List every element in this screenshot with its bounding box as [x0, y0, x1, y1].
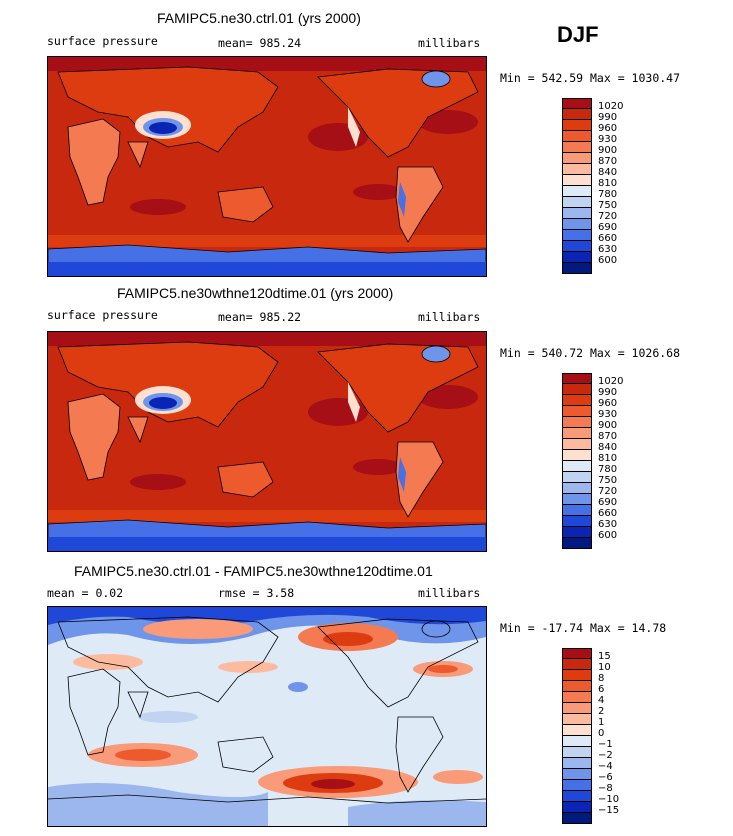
panel3-map-svg: [48, 607, 486, 826]
colorbar-tick: −15: [598, 805, 620, 816]
colorbar-tick: 810: [598, 178, 618, 189]
colorbar-tick: 750: [598, 475, 618, 486]
colorbar-tick: 690: [598, 222, 618, 233]
colorbar-tick: 10: [598, 662, 611, 673]
panel3-rmse-label: rmse = 3.58: [218, 586, 295, 600]
colorbar-tick: 660: [598, 233, 618, 244]
panel2-title: FAMIPC5.ne30wthne120dtime.01 (yrs 2000): [117, 285, 394, 301]
colorbar-tick: 840: [598, 442, 618, 453]
panel2-map: [47, 331, 487, 552]
colorbar-tick: 1: [598, 717, 605, 728]
colorbar-tick: 990: [598, 112, 618, 123]
panel1-map: [47, 56, 487, 277]
panel3-minmax-label: Min = -17.74 Max = 14.78: [500, 621, 667, 635]
season-label: DJF: [557, 22, 599, 47]
colorbar-tick: 15: [598, 651, 611, 662]
colorbar-tick: 990: [598, 387, 618, 398]
colorbar-tick: 4: [598, 695, 605, 706]
colorbar-tick: 900: [598, 420, 618, 431]
colorbar-tick: 0: [598, 728, 605, 739]
colorbar-tick: 630: [598, 519, 618, 530]
colorbar-tick: 720: [598, 211, 618, 222]
panel3-title: FAMIPC5.ne30.ctrl.01 - FAMIPC5.ne30wthne…: [74, 563, 433, 579]
colorbar-tick: 8: [598, 673, 605, 684]
colorbar-tick: 750: [598, 200, 618, 211]
colorbar-tick: 1020: [598, 376, 624, 387]
panel2-colorbar: [562, 373, 592, 549]
colorbar-tick: 930: [598, 409, 618, 420]
panel1-variable-label: surface pressure: [47, 34, 158, 48]
panel1-colorbar: [562, 98, 592, 274]
colorbar-tick: 870: [598, 431, 618, 442]
panel2-mean-label: mean= 985.22: [218, 310, 302, 324]
panel3-mean-label: mean = 0.02: [47, 586, 124, 600]
colorbar-tick: 720: [598, 486, 618, 497]
panel2-minmax-label: Min = 540.72 Max = 1026.68: [500, 346, 681, 360]
colorbar-tick: −1: [598, 739, 613, 750]
panel1-map-svg: [48, 57, 486, 276]
panel1-title: FAMIPC5.ne30.ctrl.01 (yrs 2000): [157, 10, 361, 26]
panel2-map-svg: [48, 332, 486, 551]
panel3-colorbar: [562, 648, 592, 824]
colorbar-tick: 930: [598, 134, 618, 145]
panel3-map: [47, 606, 487, 827]
colorbar-tick: 690: [598, 497, 618, 508]
colorbar-tick: 810: [598, 453, 618, 464]
colorbar-tick: 660: [598, 508, 618, 519]
colorbar-tick: 6: [598, 684, 605, 695]
colorbar-tick: 1020: [598, 101, 624, 112]
panel2-units-label: millibars: [418, 310, 481, 324]
colorbar-tick: 960: [598, 123, 618, 134]
panel1-units-label: millibars: [418, 36, 481, 50]
colorbar-tick: 630: [598, 244, 618, 255]
colorbar-tick: 600: [598, 255, 618, 266]
colorbar-tick: 840: [598, 167, 618, 178]
colorbar-tick: 780: [598, 464, 618, 475]
colorbar-tick: 600: [598, 530, 618, 541]
colorbar-tick: −8: [598, 783, 613, 794]
colorbar-tick: −4: [598, 761, 613, 772]
colorbar-tick: −10: [598, 794, 620, 805]
panel2-variable-label: surface pressure: [47, 308, 158, 322]
colorbar-tick: −2: [598, 750, 613, 761]
colorbar-tick: 960: [598, 398, 618, 409]
colorbar-tick: 780: [598, 189, 618, 200]
panel1-minmax-label: Min = 542.59 Max = 1030.47: [500, 71, 681, 85]
colorbar-tick: 2: [598, 706, 605, 717]
colorbar-tick: 870: [598, 156, 618, 167]
colorbar-tick: −6: [598, 772, 613, 783]
colorbar-tick: 900: [598, 145, 618, 156]
panel1-mean-label: mean= 985.24: [218, 36, 302, 50]
panel3-units-label: millibars: [418, 586, 481, 600]
